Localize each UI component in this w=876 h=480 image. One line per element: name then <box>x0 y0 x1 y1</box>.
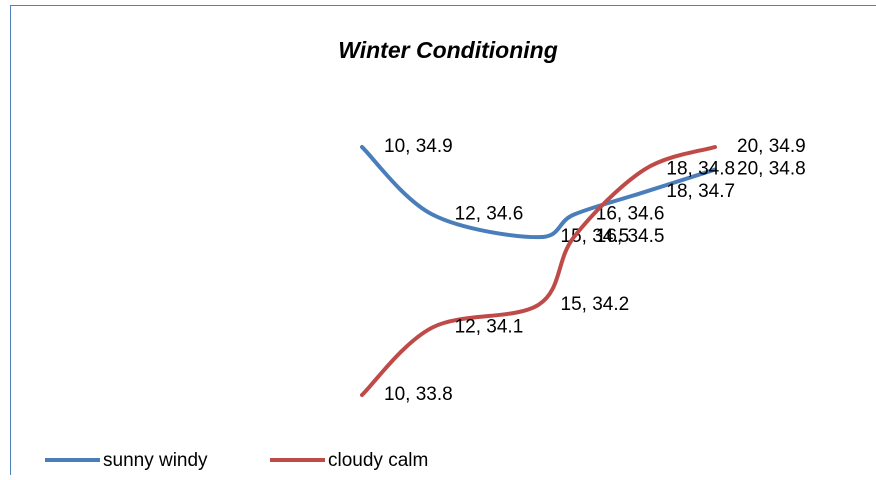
legend-label: cloudy calm <box>328 450 428 471</box>
data-label: 12, 34.6 <box>455 204 524 225</box>
data-label: 15, 34.2 <box>561 294 630 315</box>
data-label: 16, 34.6 <box>596 204 665 225</box>
data-label: 20, 34.9 <box>737 136 806 157</box>
data-label: 20, 34.8 <box>737 159 806 180</box>
data-label: 18, 34.8 <box>666 159 735 180</box>
chart-title: Winter Conditioning <box>338 37 558 63</box>
data-label: 16, 34.5 <box>596 226 665 247</box>
legend-label: sunny windy <box>103 450 208 471</box>
data-label: 10, 33.8 <box>384 384 453 405</box>
data-label: 12, 34.1 <box>455 316 524 337</box>
data-label: 10, 34.9 <box>384 136 453 157</box>
data-label: 18, 34.7 <box>666 181 735 202</box>
